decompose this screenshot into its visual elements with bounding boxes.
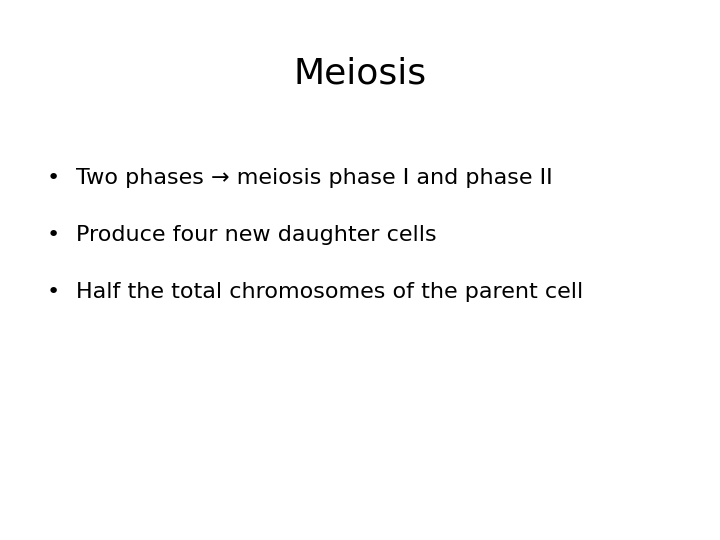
Text: •: •	[47, 168, 60, 188]
Text: Half the total chromosomes of the parent cell: Half the total chromosomes of the parent…	[76, 281, 583, 302]
Text: Two phases → meiosis phase I and phase II: Two phases → meiosis phase I and phase I…	[76, 168, 552, 188]
Text: •: •	[47, 281, 60, 302]
Text: •: •	[47, 225, 60, 245]
Text: Produce four new daughter cells: Produce four new daughter cells	[76, 225, 436, 245]
Text: Meiosis: Meiosis	[294, 57, 426, 91]
